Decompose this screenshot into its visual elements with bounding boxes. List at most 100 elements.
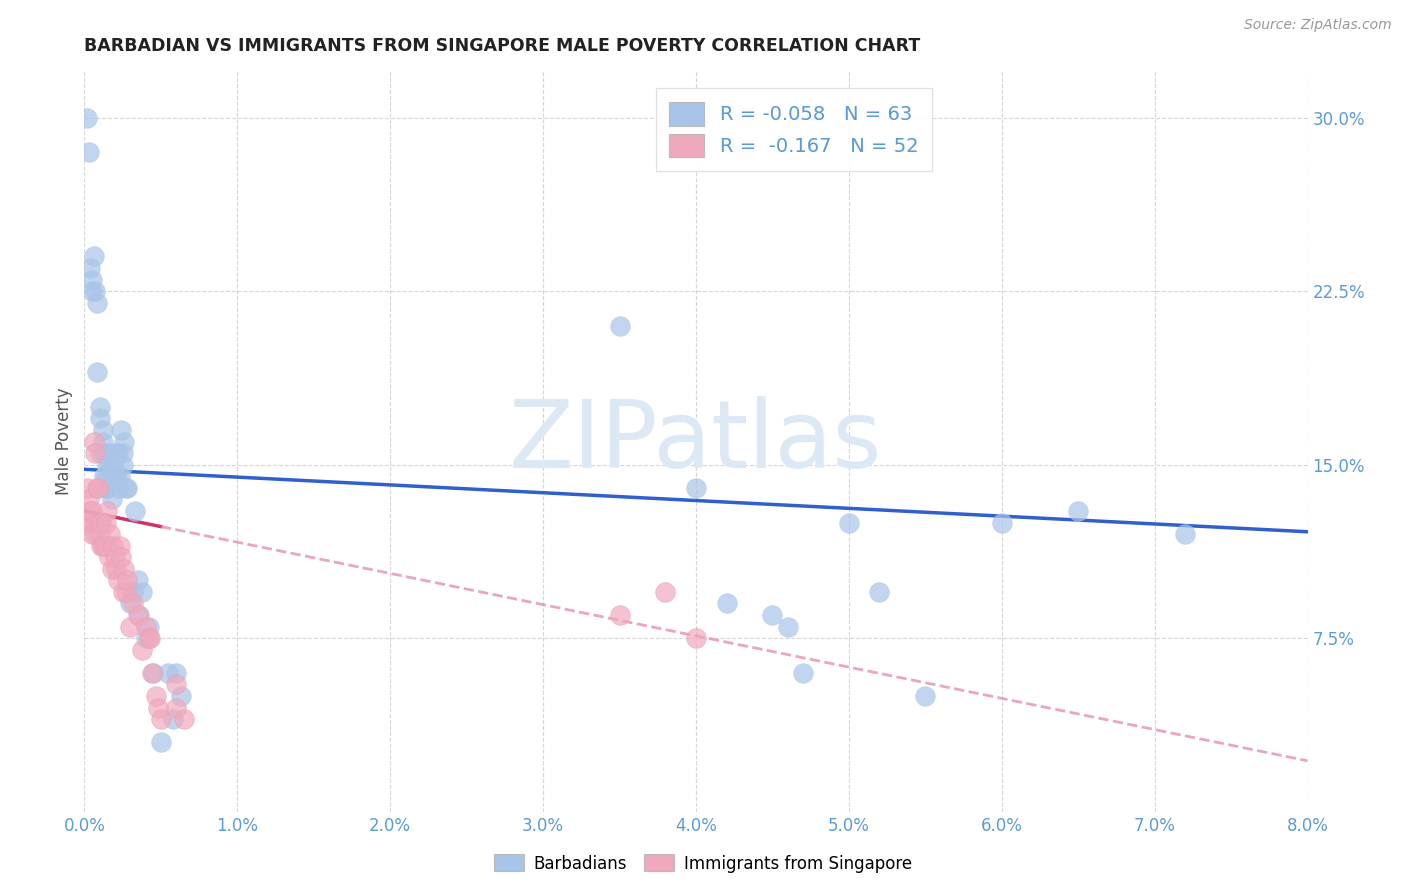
Point <box>79 260 101 275</box>
Point <box>98 458 121 472</box>
Point <box>111 446 134 460</box>
Point <box>86 365 108 379</box>
Point <box>110 550 132 565</box>
Point <box>79 516 101 530</box>
Point <box>86 295 108 310</box>
Point <box>97 446 120 460</box>
Point <box>94 481 117 495</box>
Point <box>107 481 129 495</box>
Point <box>107 574 129 588</box>
Point <box>127 574 149 588</box>
Point <box>84 527 107 541</box>
Point <box>1174 527 1197 541</box>
Point <box>991 516 1014 530</box>
Point <box>115 481 138 495</box>
Point <box>776 619 799 633</box>
Point <box>83 434 105 449</box>
Point <box>127 608 149 623</box>
Point <box>89 411 111 425</box>
Point <box>114 481 136 495</box>
Point <box>91 434 114 449</box>
Point <box>105 469 128 483</box>
Point <box>90 516 112 530</box>
Point <box>80 527 103 541</box>
Point <box>107 446 129 460</box>
Point <box>131 585 153 599</box>
Point <box>115 574 138 588</box>
Point <box>86 516 108 530</box>
Legend: R = -0.058   N = 63, R =  -0.167   N = 52: R = -0.058 N = 63, R = -0.167 N = 52 <box>655 88 932 171</box>
Point <box>685 631 707 645</box>
Point <box>89 400 111 414</box>
Point <box>101 492 124 507</box>
Point <box>104 469 127 483</box>
Point <box>96 458 118 472</box>
Point <box>135 631 157 645</box>
Text: ZIPatlas: ZIPatlas <box>509 395 883 488</box>
Point <box>139 631 162 645</box>
Point <box>90 539 112 553</box>
Point <box>76 111 98 125</box>
Point <box>162 712 184 726</box>
Point <box>110 423 132 437</box>
Point <box>93 539 115 553</box>
Point <box>103 539 125 553</box>
Point <box>141 665 163 680</box>
Point <box>93 446 115 460</box>
Point <box>149 712 172 726</box>
Point <box>101 562 124 576</box>
Point <box>145 689 167 703</box>
Point <box>157 665 180 680</box>
Point <box>914 689 936 703</box>
Point <box>716 597 738 611</box>
Point <box>120 597 142 611</box>
Point <box>80 504 103 518</box>
Point <box>104 550 127 565</box>
Point <box>124 504 146 518</box>
Point <box>91 423 114 437</box>
Point <box>94 469 117 483</box>
Point <box>128 608 150 623</box>
Point <box>761 608 783 623</box>
Point <box>105 562 128 576</box>
Point <box>89 516 111 530</box>
Point <box>101 469 124 483</box>
Point <box>93 469 115 483</box>
Point <box>654 585 676 599</box>
Point <box>112 562 135 576</box>
Point <box>135 619 157 633</box>
Point <box>108 539 131 553</box>
Point <box>77 145 100 160</box>
Point <box>76 481 98 495</box>
Point <box>112 434 135 449</box>
Point <box>142 665 165 680</box>
Point <box>838 516 860 530</box>
Text: Source: ZipAtlas.com: Source: ZipAtlas.com <box>1244 18 1392 32</box>
Point <box>170 689 193 703</box>
Point <box>97 550 120 565</box>
Point <box>98 527 121 541</box>
Point <box>111 585 134 599</box>
Point <box>91 539 114 553</box>
Point <box>685 481 707 495</box>
Point <box>173 712 195 726</box>
Point <box>77 492 100 507</box>
Point <box>87 481 110 495</box>
Point <box>122 597 145 611</box>
Point <box>869 585 891 599</box>
Point <box>114 585 136 599</box>
Point <box>138 619 160 633</box>
Point <box>165 677 187 691</box>
Point <box>86 481 108 495</box>
Point <box>1067 504 1090 518</box>
Point <box>120 619 142 633</box>
Point <box>792 665 814 680</box>
Point <box>89 527 111 541</box>
Point <box>122 585 145 599</box>
Point <box>80 272 103 286</box>
Point <box>138 631 160 645</box>
Point <box>96 504 118 518</box>
Point <box>79 516 101 530</box>
Point <box>609 318 631 333</box>
Point <box>84 284 107 298</box>
